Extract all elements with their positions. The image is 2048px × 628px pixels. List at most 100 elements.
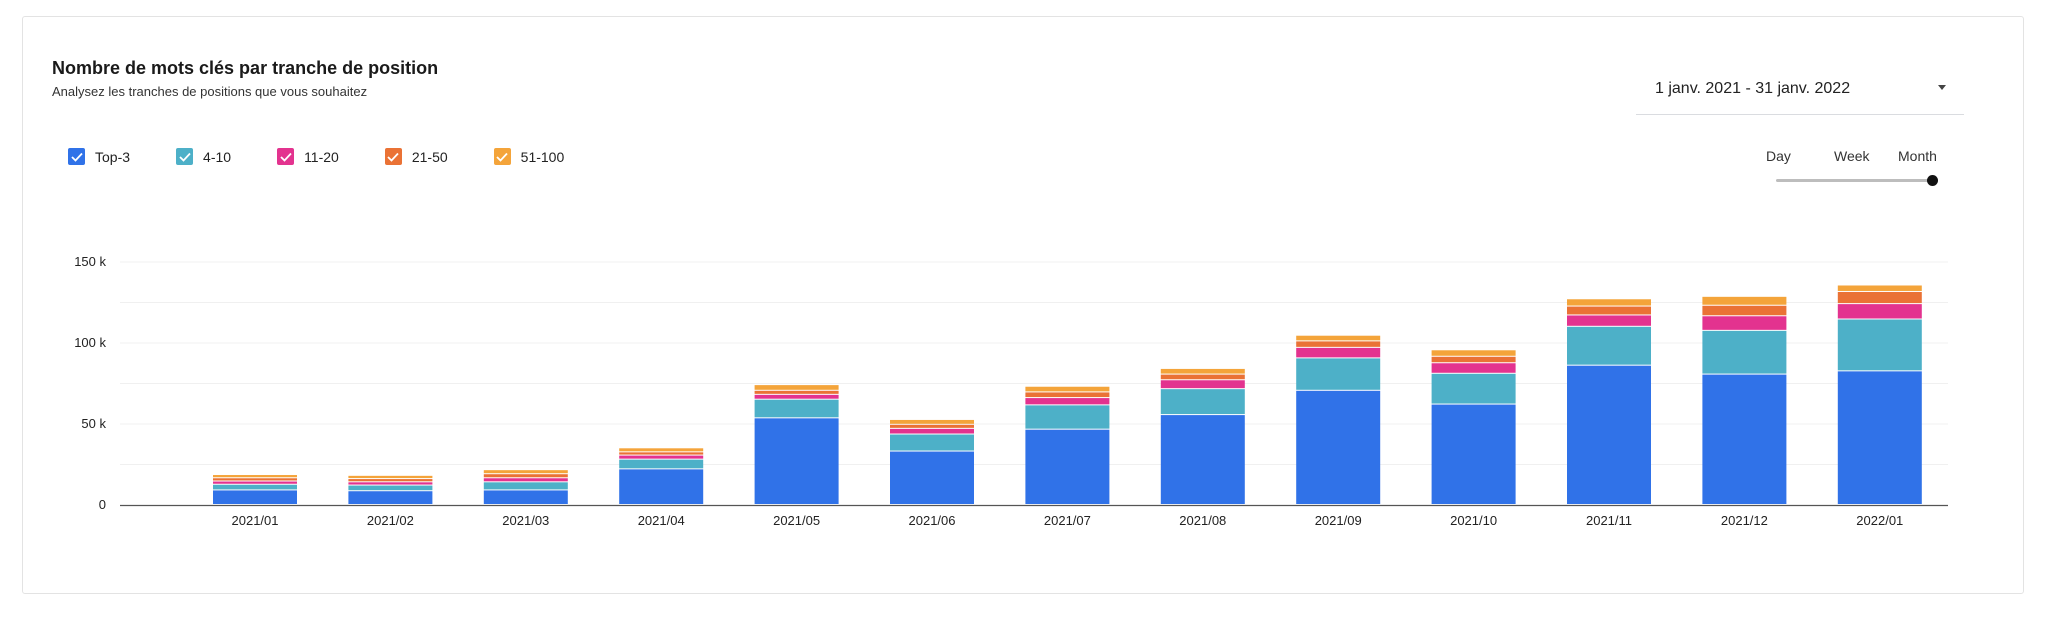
bar-segment <box>1837 319 1922 371</box>
bar-segment <box>1702 316 1787 330</box>
bar-segment <box>1025 429 1110 504</box>
x-tick-label: 2021/08 <box>1179 513 1226 528</box>
bar-segment <box>213 481 297 484</box>
checkbox-icon[interactable] <box>384 148 402 165</box>
x-tick-label: 2022/01 <box>1856 513 1903 528</box>
bar-segment <box>483 490 568 504</box>
x-tick-label: 2021/11 <box>1586 513 1632 528</box>
date-range-select[interactable]: 1 janv. 2021 - 31 janv. 2022 <box>1636 70 1964 115</box>
x-tick-label: 2021/10 <box>1450 513 1497 528</box>
bar-segment <box>1160 374 1245 380</box>
bar-segment <box>348 491 433 504</box>
bar-segment <box>213 484 297 490</box>
bar-segment <box>890 434 974 451</box>
bar-segment <box>1837 285 1922 291</box>
granularity-week[interactable]: Week <box>1834 148 1870 164</box>
bar-segment <box>483 474 568 478</box>
bar-segment <box>1837 291 1922 304</box>
bar-segment <box>213 490 297 504</box>
bar-segment <box>1296 341 1381 347</box>
bar-segment <box>619 469 704 504</box>
bar-segment <box>1567 306 1651 315</box>
bar-segment <box>1160 415 1245 504</box>
checkbox-icon[interactable] <box>176 148 194 165</box>
y-tick-label: 100 k <box>74 335 106 350</box>
x-tick-label: 2021/03 <box>502 513 549 528</box>
x-tick-label: 2021/06 <box>909 513 956 528</box>
y-tick-label: 0 <box>99 497 106 512</box>
bar-segment <box>1431 356 1516 363</box>
bar-segment <box>754 385 839 390</box>
slider-track[interactable] <box>1776 179 1934 182</box>
bar-segment <box>1702 330 1787 374</box>
bar-segment <box>890 419 974 424</box>
date-range-value: 1 janv. 2021 - 31 janv. 2022 <box>1655 80 1851 97</box>
granularity-day[interactable]: Day <box>1766 148 1791 164</box>
legend-label: 4-10 <box>203 148 232 165</box>
bar-segment <box>1567 315 1651 326</box>
bar-segment <box>1702 296 1787 305</box>
y-tick-label: 150 k <box>74 254 106 269</box>
bar-segment <box>890 428 974 434</box>
bar-segment <box>1567 365 1651 504</box>
x-tick-label: 2021/04 <box>638 513 685 528</box>
x-tick-label: 2021/12 <box>1721 513 1768 528</box>
bar-segment <box>348 485 433 491</box>
bar-segment <box>890 424 974 428</box>
bar-segment <box>619 459 704 469</box>
legend-item-11-20[interactable]: 11-20 <box>277 148 339 165</box>
bar-segment <box>1160 368 1245 374</box>
bar-segment <box>1567 326 1651 365</box>
bar-segment <box>213 475 297 478</box>
x-tick-label: 2021/07 <box>1044 513 1091 528</box>
legend: Top-3 4-10 11-20 21-50 51-100 <box>68 148 610 165</box>
x-tick-label: 2021/02 <box>367 513 414 528</box>
bar-segment <box>1837 371 1922 504</box>
bar-segment <box>1025 392 1110 398</box>
legend-item-51-100[interactable]: 51-100 <box>493 148 565 165</box>
legend-item-21-50[interactable]: 21-50 <box>384 148 448 165</box>
bar-segment <box>1431 363 1516 373</box>
checkbox-icon[interactable] <box>493 148 511 165</box>
bar-segment <box>213 478 297 481</box>
checkbox-icon[interactable] <box>68 148 85 165</box>
bar-segment <box>348 482 433 485</box>
bar-segment <box>1431 404 1516 504</box>
granularity-slider: Day Week Month <box>1760 148 1950 188</box>
bar-segment <box>483 478 568 482</box>
x-tick-label: 2021/09 <box>1315 513 1362 528</box>
legend-label: 51-100 <box>520 148 565 165</box>
checkbox-icon[interactable] <box>277 148 295 165</box>
bar-segment <box>619 448 704 452</box>
bar-segment <box>1296 390 1381 504</box>
y-tick-label: 50 k <box>81 416 106 431</box>
slider-thumb[interactable] <box>1927 175 1938 186</box>
bar-segment <box>1702 305 1787 316</box>
caret-down-icon <box>1938 85 1946 90</box>
legend-label: 11-20 <box>304 148 339 165</box>
bar-segment <box>1296 347 1381 358</box>
bar-segment <box>483 470 568 474</box>
bar-segment <box>754 390 839 394</box>
bar-segment <box>754 394 839 399</box>
bar-segment <box>1025 386 1110 392</box>
bar-segment <box>348 479 433 482</box>
x-tick-label: 2021/05 <box>773 513 820 528</box>
bar-segment <box>1431 350 1516 356</box>
bar-segment <box>1431 373 1516 404</box>
bar-segment <box>754 418 839 504</box>
legend-label: 21-50 <box>411 148 448 165</box>
bar-segment <box>483 482 568 490</box>
bar-segment <box>619 452 704 455</box>
legend-label: Top-3 <box>95 148 131 165</box>
legend-item-4-10[interactable]: 4-10 <box>176 148 231 165</box>
bar-segment <box>1567 299 1651 306</box>
bar-segment <box>1296 358 1381 390</box>
bar-segment <box>348 475 433 479</box>
granularity-month[interactable]: Month <box>1898 148 1937 164</box>
chart-title: Nombre de mots clés par tranche de posit… <box>52 58 439 78</box>
legend-item-top3[interactable]: Top-3 <box>68 148 130 165</box>
bar-segment <box>1160 380 1245 389</box>
bar-segment <box>1025 405 1110 429</box>
